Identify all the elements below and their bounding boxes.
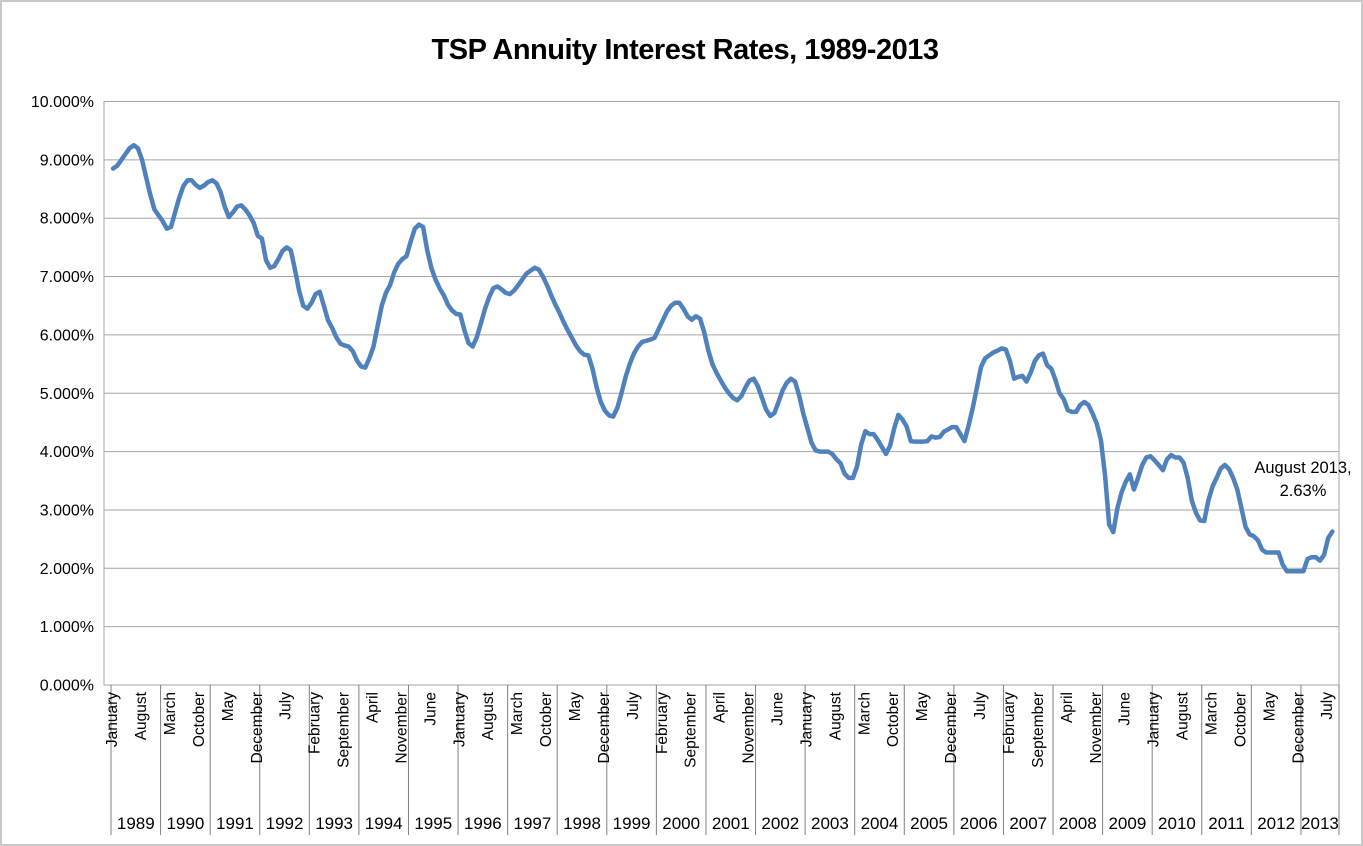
x-axis-year-label: 1994 bbox=[365, 814, 403, 833]
y-axis-tick-label: 4.000% bbox=[40, 444, 94, 461]
y-axis-tick-label: 8.000% bbox=[40, 211, 94, 228]
series-line bbox=[110, 143, 1335, 574]
gridlines bbox=[103, 101, 1340, 686]
x-axis-month-label: July bbox=[625, 692, 642, 720]
x-axis-month-label: April bbox=[364, 692, 381, 723]
x-axis-month-label: September bbox=[1030, 692, 1047, 768]
x-axis-month-label: March bbox=[162, 692, 179, 735]
y-axis-tick-label: 6.000% bbox=[40, 327, 94, 344]
x-axis-month-label: May bbox=[1261, 692, 1278, 722]
x-axis-month-label: October bbox=[538, 692, 555, 747]
x-axis-month-labels: January August March October May December July… bbox=[104, 691, 1336, 768]
x-axis-month-label: June bbox=[1117, 692, 1134, 726]
plot-area-border bbox=[103, 101, 1340, 686]
x-axis-month-label: April bbox=[1059, 692, 1076, 723]
y-axis-tick-label: 9.000% bbox=[40, 152, 94, 169]
series-path-tsp-annuity-rate bbox=[110, 143, 1335, 574]
x-axis-year-label: 1993 bbox=[315, 814, 353, 833]
x-axis-month-label: July bbox=[972, 692, 989, 720]
x-axis-month-label: March bbox=[1203, 692, 1220, 735]
x-axis-year-label: 2006 bbox=[960, 814, 998, 833]
x-axis-month-label: January bbox=[798, 692, 815, 747]
x-axis-year-label: 1997 bbox=[514, 814, 552, 833]
x-axis-month-label: March bbox=[509, 692, 526, 735]
chart-title: TSP Annuity Interest Rates, 1989-2013 bbox=[432, 34, 939, 66]
x-axis-month-label: August bbox=[827, 691, 844, 740]
x-axis-month-label: September bbox=[336, 692, 353, 768]
x-axis-month-label: November bbox=[393, 692, 410, 764]
x-axis-year-label: 2008 bbox=[1059, 814, 1097, 833]
x-axis-year-label: 2001 bbox=[712, 814, 750, 833]
x-axis-year-label: 1992 bbox=[266, 814, 304, 833]
x-axis-month-label: August bbox=[1175, 691, 1192, 740]
x-axis-month-label: May bbox=[567, 692, 584, 722]
x-axis-year-label: 1998 bbox=[563, 814, 601, 833]
x-axis-month-label: July bbox=[278, 692, 295, 720]
x-axis-year-label: 2003 bbox=[811, 814, 849, 833]
y-axis-tick-labels: 10.000% 9.000% 8.000% 7.000% 6.000% 5.000% 4.0… bbox=[31, 94, 94, 695]
x-axis-year-label: 2007 bbox=[1009, 814, 1047, 833]
x-axis-month-label: January bbox=[104, 692, 121, 747]
x-axis-month-label: October bbox=[1232, 692, 1249, 747]
x-axis-month-label: January bbox=[451, 692, 468, 747]
x-axis-month-label: September bbox=[683, 692, 700, 768]
x-axis-month-label: June bbox=[422, 692, 439, 726]
x-axis-month-label: March bbox=[856, 692, 873, 735]
x-axis-year-labels: 1989 1990 1991 1992 1993 1994 1995 1996 1997 1998… bbox=[117, 814, 1339, 833]
x-axis-year-label: 2005 bbox=[910, 814, 948, 833]
x-axis-month-label: August bbox=[480, 691, 497, 740]
x-axis-month-label: July bbox=[1319, 692, 1336, 720]
y-axis-tick-label: 10.000% bbox=[31, 94, 94, 111]
x-axis-year-label: 2012 bbox=[1257, 814, 1295, 833]
x-axis-month-label: November bbox=[741, 692, 758, 764]
x-axis-year-label: 2010 bbox=[1158, 814, 1196, 833]
y-axis-tick-label: 2.000% bbox=[40, 561, 94, 578]
x-axis-year-separators bbox=[110, 685, 1340, 835]
y-axis-tick-label: 3.000% bbox=[40, 502, 94, 519]
y-axis-tick-label: 0.000% bbox=[40, 678, 94, 695]
x-axis-year-label: 1990 bbox=[166, 814, 204, 833]
x-axis-year-label: 1999 bbox=[613, 814, 651, 833]
y-axis-tick-label: 1.000% bbox=[40, 619, 94, 636]
x-axis-month-label: June bbox=[770, 692, 787, 726]
x-axis-year-label: 1995 bbox=[414, 814, 452, 833]
x-axis-year-label: 2004 bbox=[861, 814, 899, 833]
y-axis-tick-label: 7.000% bbox=[40, 269, 94, 286]
x-axis-year-label: 1996 bbox=[464, 814, 502, 833]
x-axis-month-label: December bbox=[596, 692, 613, 764]
annotation-august-2013: August 2013, 2.63% bbox=[1254, 459, 1351, 500]
x-axis-year-label: 2013 bbox=[1301, 814, 1339, 833]
x-axis-month-label: October bbox=[885, 692, 902, 747]
x-axis-year-label: 1989 bbox=[117, 814, 155, 833]
x-axis-month-label: May bbox=[220, 692, 237, 722]
x-axis-month-label: August bbox=[133, 691, 150, 740]
x-axis-month-label: December bbox=[1290, 692, 1307, 764]
x-axis-year-label: 2011 bbox=[1208, 814, 1245, 833]
annotation-line-1: August 2013, bbox=[1254, 459, 1351, 477]
x-axis-month-label: April bbox=[712, 692, 729, 723]
x-axis-year-label: 2009 bbox=[1108, 814, 1146, 833]
x-axis-month-label: February bbox=[1001, 692, 1018, 754]
x-axis-month-label: December bbox=[249, 692, 266, 764]
x-axis-month-label: January bbox=[1146, 692, 1163, 747]
x-axis-year-label: 2000 bbox=[662, 814, 700, 833]
y-axis-tick-label: 5.000% bbox=[40, 386, 94, 403]
x-axis-month-label: December bbox=[943, 692, 960, 764]
x-axis-month-label: February bbox=[307, 692, 324, 754]
x-axis-month-label: February bbox=[654, 692, 671, 754]
x-axis-month-label: November bbox=[1088, 692, 1105, 764]
x-axis-year-label: 2002 bbox=[761, 814, 799, 833]
x-axis-year-label: 1991 bbox=[216, 814, 254, 833]
annotation-line-2: 2.63% bbox=[1280, 482, 1327, 500]
x-axis-month-label: October bbox=[191, 692, 208, 747]
x-axis-month-label: May bbox=[914, 692, 931, 722]
